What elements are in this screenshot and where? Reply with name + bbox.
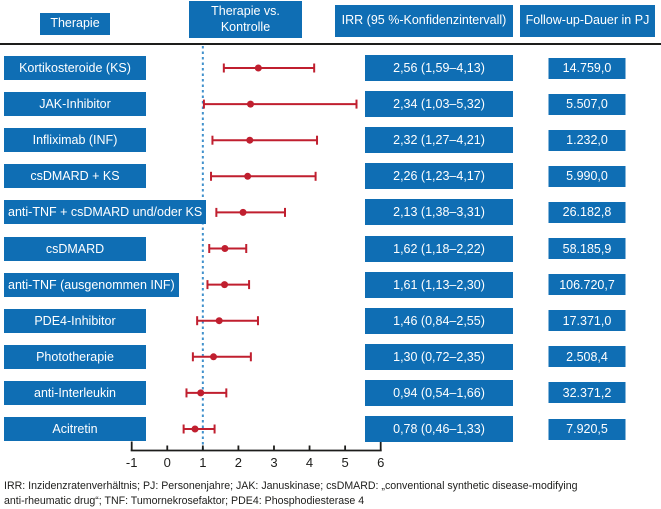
followup-value-box: 106.720,7: [548, 274, 626, 296]
therapy-label: anti-TNF + csDMARD und/oder KS: [4, 200, 207, 225]
followup-value-box: 32.371,2: [548, 382, 626, 404]
irr-value-box: 2,32 (1,27–4,21): [365, 127, 513, 154]
point-estimate-dot: [246, 136, 254, 144]
irr-value-box: 2,56 (1,59–4,13): [365, 55, 513, 81]
column-header-therapie: Therapie: [40, 13, 110, 35]
therapy-label: JAK-Inhibitor: [4, 92, 146, 117]
point-estimate-dot: [244, 172, 252, 180]
point-estimate-dot: [221, 281, 229, 289]
x-axis-tick-label: 4: [306, 455, 313, 470]
x-axis-tick-label: 2: [235, 455, 242, 470]
therapy-label: csDMARD: [4, 236, 146, 261]
point-estimate-dot: [239, 208, 247, 216]
x-axis-tick-label: 0: [164, 455, 171, 470]
therapy-label: PDE4-Inhibitor: [4, 308, 146, 333]
point-estimate-dot: [215, 317, 223, 325]
column-header-therapie-vs-kontrolle: Therapie vs. Kontrolle: [189, 1, 302, 38]
therapy-label: csDMARD + KS: [4, 164, 146, 189]
followup-value-box: 26.182,8: [548, 201, 626, 223]
followup-value-box: 17.371,0: [548, 310, 626, 332]
followup-value-box: 5.507,0: [548, 93, 626, 115]
therapy-label: anti-Interleukin: [4, 380, 146, 405]
therapy-label: Phototherapie: [4, 344, 146, 369]
point-estimate-dot: [247, 100, 255, 108]
therapy-label: Acitretin: [4, 417, 146, 441]
followup-value-box: 2.508,4: [548, 346, 626, 368]
irr-value-box: 0,94 (0,54–1,66): [365, 379, 513, 406]
header-divider-rule: [0, 43, 661, 45]
followup-value-box: 58.185,9: [548, 238, 626, 259]
x-axis-tick-label: 1: [199, 455, 206, 470]
x-axis-tick-label: -1: [126, 455, 138, 470]
irr-value-box: 2,26 (1,23–4,17): [365, 163, 513, 190]
x-axis-tick-label: 3: [270, 455, 277, 470]
therapy-label: Kortikosteroide (KS): [4, 56, 146, 80]
column-header-vs-line1: Therapie vs.: [211, 4, 280, 19]
footnote: IRR: Inzidenzratenverhältnis; PJ: Person…: [4, 479, 654, 508]
irr-value-box: 1,46 (0,84–2,55): [365, 307, 513, 334]
column-header-followup-label: Follow-up-Dauer in PJ: [525, 13, 650, 28]
point-estimate-dot: [210, 353, 218, 361]
point-estimate-dot: [197, 389, 205, 397]
point-estimate-dot: [254, 64, 262, 72]
footnote-line-1: IRR: Inzidenzratenverhältnis; PJ: Person…: [4, 480, 578, 492]
irr-value-box: 1,61 (1,13–2,30): [365, 271, 513, 298]
followup-value-box: 14.759,0: [548, 57, 626, 79]
followup-value-box: 7.920,5: [548, 418, 626, 440]
column-header-vs-line2: Kontrolle: [220, 19, 271, 34]
followup-value-box: 5.990,0: [548, 165, 626, 187]
therapy-label: anti-TNF (ausgenommen INF): [4, 272, 179, 297]
column-header-followup: Follow-up-Dauer in PJ: [520, 5, 655, 37]
point-estimate-dot: [191, 425, 199, 433]
x-axis-tick-label: 5: [342, 455, 349, 470]
footnote-line-2: anti-rheumatic drug“; TNF: Tumornekrosef…: [4, 494, 365, 507]
irr-value-box: 2,13 (1,38–3,31): [365, 199, 513, 226]
x-axis-tick-label: 6: [377, 455, 384, 470]
irr-value-box: 1,62 (1,18–2,22): [365, 235, 513, 262]
irr-value-box: 0,78 (0,46–1,33): [365, 416, 513, 442]
point-estimate-dot: [221, 245, 229, 252]
followup-value-box: 1.232,0: [548, 129, 626, 151]
irr-value-box: 2,34 (1,03–5,32): [365, 91, 513, 118]
irr-value-box: 1,30 (0,72–2,35): [365, 343, 513, 370]
column-header-therapie-label: Therapie: [50, 16, 100, 31]
therapy-label: Infliximab (INF): [4, 128, 146, 153]
column-header-irr: IRR (95 %-Konfidenzintervall): [335, 5, 513, 37]
column-header-irr-label: IRR (95 %-Konfidenzintervall): [341, 13, 507, 28]
